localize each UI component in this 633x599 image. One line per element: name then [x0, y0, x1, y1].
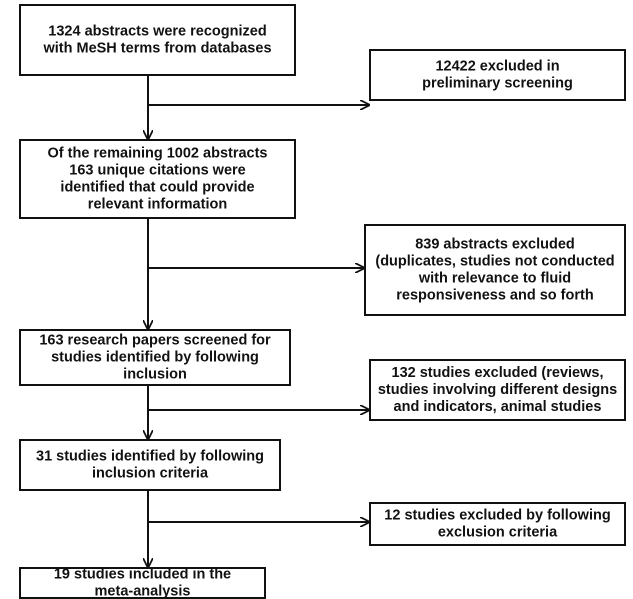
excluded-box-text: 12422 excluded in	[435, 58, 559, 74]
excluded-box-text: 132 studies excluded (reviews,	[392, 365, 604, 381]
excluded-box	[369, 502, 626, 546]
step-box-text: 19 studies included in the	[54, 566, 231, 582]
step-box-text: 163 research papers screened for	[39, 332, 271, 348]
excluded-box-text: preliminary screening	[422, 75, 573, 91]
excluded-box	[369, 49, 626, 101]
step-box	[19, 329, 291, 386]
step-box-text: Of the remaining 1002 abstracts	[48, 145, 268, 161]
step-box-text: identified that could provide	[60, 179, 254, 195]
step-box	[19, 139, 296, 219]
excluded-box-text: 839 abstracts excluded	[415, 236, 575, 252]
excluded-box-text: and indicators, animal studies	[394, 399, 602, 415]
step-box-text: studies identified by following	[51, 349, 259, 365]
step-box-text: 163 unique citations were	[69, 162, 245, 178]
excluded-box	[369, 359, 626, 421]
step-box-text: meta-analysis	[95, 583, 191, 599]
excluded-box-text: exclusion criteria	[438, 524, 558, 540]
step-box-text: inclusion	[123, 366, 187, 382]
step-box-text: with MeSH terms from databases	[42, 40, 271, 56]
excluded-box-text: responsiveness and so forth	[396, 287, 593, 303]
step-box	[19, 567, 266, 599]
excluded-box-text: (duplicates, studies not conducted	[375, 253, 614, 269]
excluded-box	[364, 224, 626, 316]
excluded-box-text: with relevance to fluid	[418, 270, 571, 286]
step-box-text: inclusion criteria	[92, 465, 209, 481]
step-box-text: 1324 abstracts were recognized	[48, 23, 266, 39]
step-box	[19, 439, 281, 491]
step-box-text: 31 studies identified by following	[36, 448, 264, 464]
step-box	[19, 4, 296, 76]
excluded-box-text: 12 studies excluded by following	[384, 507, 610, 523]
excluded-box-text: studies involving different designs	[378, 382, 617, 398]
step-box-text: relevant information	[88, 196, 227, 212]
